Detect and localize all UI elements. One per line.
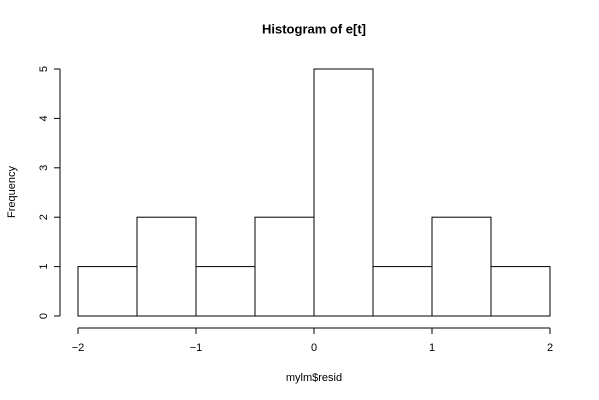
chart-title: Histogram of e[t] — [262, 21, 366, 36]
y-tick-label: 2 — [38, 214, 50, 220]
bar — [490, 266, 551, 317]
y-tick-label: 3 — [38, 165, 50, 171]
bar — [372, 266, 433, 317]
x-tick-label: −1 — [190, 342, 203, 354]
bar — [136, 216, 197, 317]
bar — [195, 266, 256, 317]
y-tick-label: 1 — [38, 264, 50, 270]
y-tick-label: 0 — [38, 313, 50, 319]
bar — [254, 216, 315, 317]
bar — [77, 266, 138, 317]
bar — [313, 68, 374, 317]
x-tick-label: −2 — [72, 342, 85, 354]
y-tick-label: 4 — [38, 115, 50, 121]
x-tick-label: 1 — [429, 342, 435, 354]
bar — [431, 216, 492, 317]
y-tick-label: 5 — [38, 66, 50, 72]
x-axis-label: mylm$resid — [286, 372, 342, 384]
x-tick-label: 2 — [547, 342, 553, 354]
x-tick-label: 0 — [311, 342, 317, 354]
y-axis-label: Frequency — [6, 166, 18, 218]
